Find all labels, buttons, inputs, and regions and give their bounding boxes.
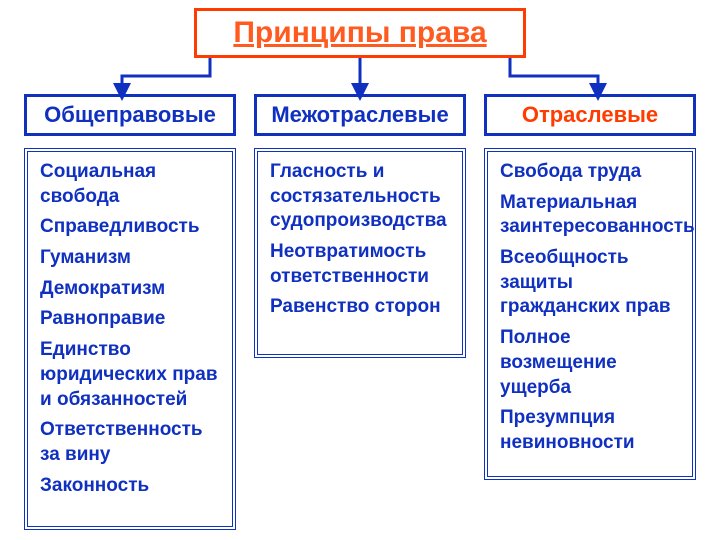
list-item: Неотвратимость ответственности xyxy=(270,240,452,289)
list-item: Социальная свобода xyxy=(40,160,222,209)
main-title: Принципы права xyxy=(194,8,526,58)
list-item: Гуманизм xyxy=(40,246,222,271)
list-item: Равенство сторон xyxy=(270,295,452,320)
connector-arrow xyxy=(122,58,210,92)
list-item: Ответственность за вину xyxy=(40,418,222,467)
items-box-general: Социальная свобода Справедливость Гуманизм… xyxy=(24,148,236,530)
list-item: Единство юридических прав и обязанностей xyxy=(40,338,222,412)
list-item: Полное возмещение ущерба xyxy=(500,326,682,400)
category-header-intersectoral: Межотраслевые xyxy=(254,94,466,136)
category-header-sectoral: Отраслевые xyxy=(484,94,696,136)
list-item: Всеобщность защиты гражданских прав xyxy=(500,246,682,320)
items-box-sectoral: Свобода труда Материальная заинтересованн… xyxy=(484,148,696,480)
list-item: Материальная заинтересованность xyxy=(500,191,682,240)
list-item: Равноправие xyxy=(40,307,222,332)
list-item: Свобода труда xyxy=(500,160,682,185)
list-item: Гласность и состязательность судопроизво… xyxy=(270,160,452,234)
connector-arrow xyxy=(510,58,598,92)
items-box-intersectoral: Гласность и состязательность судопроизво… xyxy=(254,148,466,358)
category-header-general: Общеправовые xyxy=(24,94,236,136)
list-item: Законность xyxy=(40,474,222,499)
list-item: Справедливость xyxy=(40,215,222,240)
list-item: Презумпция невиновности xyxy=(500,406,682,455)
list-item: Демократизм xyxy=(40,277,222,302)
